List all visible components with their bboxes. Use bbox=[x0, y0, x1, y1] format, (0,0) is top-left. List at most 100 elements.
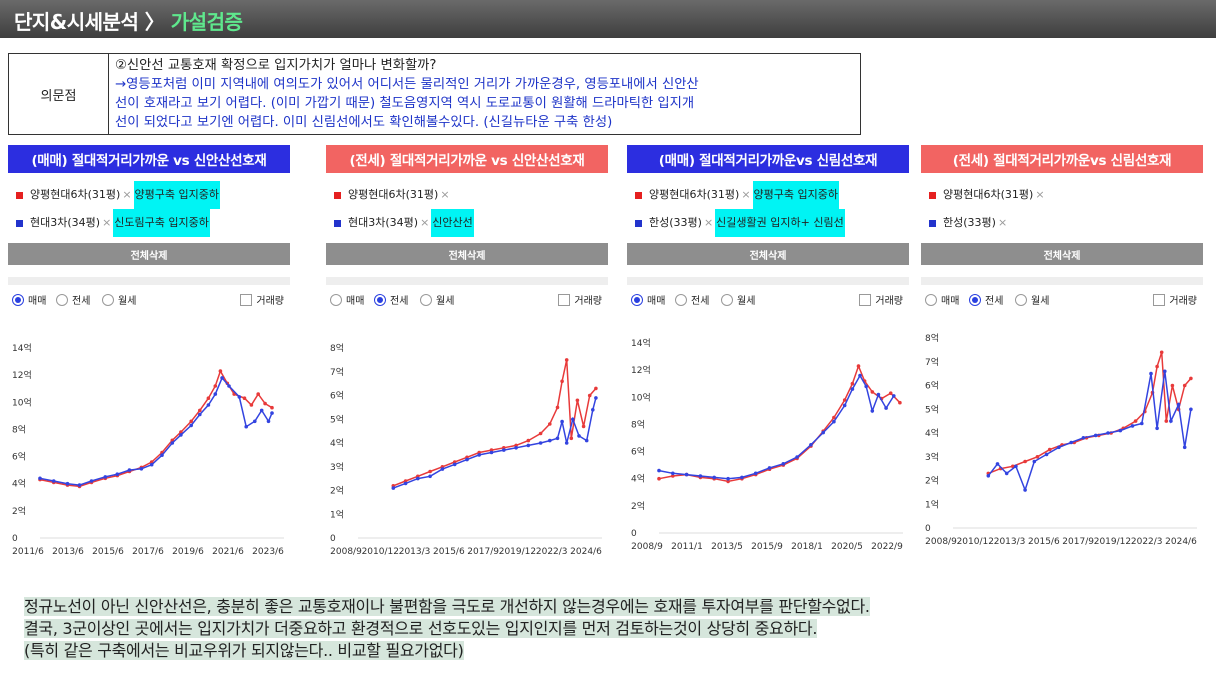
data-point[interactable] bbox=[555, 405, 560, 410]
remove-apt1-icon[interactable]: × bbox=[1035, 188, 1045, 201]
remove-apt2-icon[interactable]: × bbox=[102, 216, 112, 229]
data-point[interactable] bbox=[1164, 419, 1169, 423]
data-point[interactable] bbox=[502, 448, 506, 452]
delete-all-button[interactable]: 전체삭제 bbox=[8, 243, 290, 265]
data-point[interactable] bbox=[564, 358, 569, 362]
data-point[interactable] bbox=[1133, 419, 1138, 423]
data-point[interactable] bbox=[712, 475, 716, 480]
data-point[interactable] bbox=[564, 441, 569, 445]
data-point[interactable] bbox=[1182, 445, 1187, 450]
data-point[interactable] bbox=[139, 467, 144, 471]
data-point[interactable] bbox=[1023, 459, 1027, 464]
data-point[interactable] bbox=[115, 472, 120, 476]
data-point[interactable] bbox=[403, 481, 408, 486]
data-point[interactable] bbox=[218, 369, 223, 373]
data-point[interactable] bbox=[1189, 407, 1193, 412]
data-point[interactable] bbox=[569, 436, 574, 441]
data-point[interactable] bbox=[821, 430, 825, 435]
data-point[interactable] bbox=[65, 481, 70, 486]
data-point[interactable] bbox=[428, 469, 432, 474]
data-point[interactable] bbox=[698, 474, 703, 478]
data-point[interactable] bbox=[892, 394, 896, 398]
data-point[interactable] bbox=[591, 408, 595, 412]
data-point[interactable] bbox=[884, 406, 888, 410]
data-point[interactable] bbox=[842, 403, 847, 408]
data-point[interactable] bbox=[1176, 402, 1181, 407]
data-point[interactable] bbox=[584, 438, 589, 443]
data-point[interactable] bbox=[160, 453, 164, 457]
data-point[interactable] bbox=[726, 476, 730, 481]
data-point[interactable] bbox=[594, 396, 598, 400]
radio-monthly[interactable]: 월세 bbox=[721, 292, 755, 307]
delete-all-button[interactable]: 전체삭제 bbox=[921, 243, 1203, 265]
data-point[interactable] bbox=[253, 419, 257, 424]
data-point[interactable] bbox=[1130, 424, 1135, 428]
data-point[interactable] bbox=[38, 476, 42, 481]
data-point[interactable] bbox=[1155, 426, 1159, 431]
data-point[interactable] bbox=[842, 398, 847, 402]
data-point[interactable] bbox=[888, 391, 893, 395]
data-point[interactable] bbox=[270, 405, 274, 410]
data-point[interactable] bbox=[270, 411, 274, 415]
data-point[interactable] bbox=[1182, 383, 1187, 388]
radio-monthly[interactable]: 월세 bbox=[102, 292, 136, 307]
data-point[interactable] bbox=[198, 412, 202, 417]
data-point[interactable] bbox=[1189, 376, 1193, 381]
remove-apt1-icon[interactable]: × bbox=[122, 188, 132, 201]
data-point[interactable] bbox=[581, 424, 586, 429]
data-point[interactable] bbox=[220, 376, 224, 380]
data-point[interactable] bbox=[795, 455, 799, 459]
data-point[interactable] bbox=[1118, 428, 1123, 433]
data-point[interactable] bbox=[1155, 364, 1159, 369]
data-point[interactable] bbox=[538, 441, 543, 445]
data-point[interactable] bbox=[189, 423, 193, 428]
data-point[interactable] bbox=[244, 424, 248, 429]
data-point[interactable] bbox=[440, 467, 445, 471]
data-point[interactable] bbox=[1163, 369, 1167, 374]
remove-apt2-icon[interactable]: × bbox=[703, 216, 714, 229]
data-point[interactable] bbox=[77, 483, 82, 487]
data-point[interactable] bbox=[671, 471, 675, 476]
data-point[interactable] bbox=[575, 398, 580, 403]
data-point[interactable] bbox=[213, 384, 218, 388]
data-point[interactable] bbox=[256, 392, 260, 396]
data-point[interactable] bbox=[170, 441, 175, 445]
data-point[interactable] bbox=[671, 474, 675, 478]
data-point[interactable] bbox=[577, 434, 581, 438]
data-point[interactable] bbox=[1149, 371, 1153, 376]
data-point[interactable] bbox=[548, 422, 552, 426]
data-point[interactable] bbox=[538, 431, 543, 436]
data-point[interactable] bbox=[767, 466, 772, 470]
volume-checkbox[interactable]: 거래량 bbox=[1153, 292, 1197, 307]
data-point[interactable] bbox=[832, 419, 836, 424]
data-point[interactable] bbox=[227, 384, 231, 388]
data-point[interactable] bbox=[870, 409, 875, 413]
radio-jeonse[interactable]: 전세 bbox=[675, 292, 709, 307]
data-point[interactable] bbox=[237, 395, 242, 399]
data-point[interactable] bbox=[657, 468, 661, 473]
data-point[interactable] bbox=[858, 373, 862, 378]
data-point[interactable] bbox=[1057, 445, 1061, 450]
data-point[interactable] bbox=[850, 381, 855, 386]
data-point[interactable] bbox=[1023, 488, 1027, 492]
delete-all-button[interactable]: 전체삭제 bbox=[326, 243, 608, 265]
delete-all-button[interactable]: 전체삭제 bbox=[627, 243, 909, 265]
volume-checkbox[interactable]: 거래량 bbox=[558, 292, 602, 307]
data-point[interactable] bbox=[594, 386, 598, 391]
data-point[interactable] bbox=[726, 479, 730, 484]
data-point[interactable] bbox=[548, 438, 552, 443]
radio-sale[interactable]: 매매 bbox=[12, 292, 46, 307]
radio-jeonse[interactable]: 전세 bbox=[374, 292, 408, 307]
data-point[interactable] bbox=[986, 474, 991, 478]
data-point[interactable] bbox=[259, 408, 264, 413]
data-point[interactable] bbox=[1047, 447, 1052, 452]
data-point[interactable] bbox=[684, 472, 689, 477]
data-point[interactable] bbox=[1170, 383, 1175, 388]
data-point[interactable] bbox=[198, 408, 202, 413]
data-point[interactable] bbox=[856, 364, 861, 368]
radio-jeonse[interactable]: 전세 bbox=[969, 292, 1003, 307]
data-point[interactable] bbox=[876, 392, 881, 397]
radio-monthly[interactable]: 월세 bbox=[1015, 292, 1049, 307]
remove-apt2-icon[interactable]: × bbox=[420, 216, 430, 229]
data-point[interactable] bbox=[1159, 350, 1164, 355]
